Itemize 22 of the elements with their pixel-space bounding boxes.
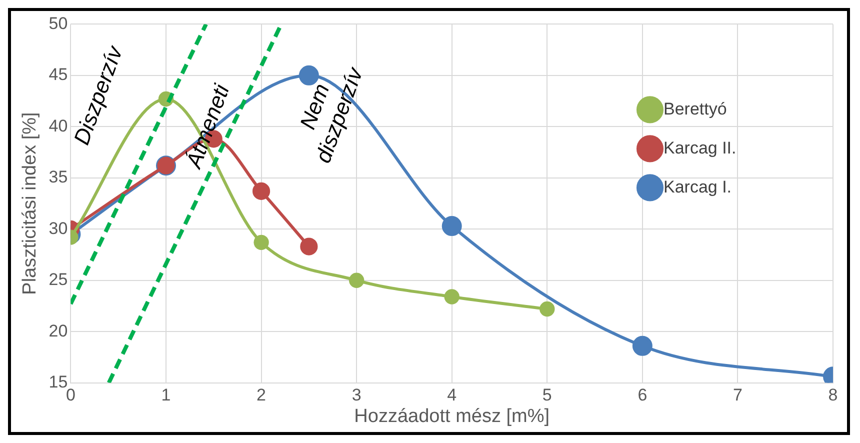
- y-tick-label: 40: [48, 116, 68, 136]
- x-tick-label: 0: [66, 386, 76, 405]
- x-tick-label: 4: [447, 386, 457, 405]
- x-tick-label: 5: [542, 386, 552, 405]
- legend-label: Berettyó: [664, 99, 727, 118]
- y-tick-label: 30: [48, 218, 68, 238]
- x-tick-label: 3: [352, 386, 362, 405]
- y-tick-label: 50: [48, 14, 68, 33]
- y-tick-label: 45: [48, 65, 68, 84]
- x-tick-label: 6: [638, 386, 648, 405]
- x-tick-label: 8: [828, 386, 838, 405]
- legend-label: Karcag II.: [664, 138, 736, 158]
- y-axis-title: Plaszticitási index [%]: [20, 112, 41, 295]
- y-tick-label: 20: [48, 321, 68, 340]
- y-tick-label: 35: [48, 168, 68, 187]
- legend-label: Karcag I.: [664, 177, 732, 196]
- y-tick-label: 25: [48, 270, 68, 290]
- x-tick-label: 7: [732, 386, 742, 405]
- x-tick-label: 1: [161, 386, 171, 405]
- y-tick-label: 15: [48, 372, 68, 392]
- x-tick-label: 2: [256, 386, 266, 405]
- x-axis-title: Hozzáadott mész [m%]: [354, 406, 550, 427]
